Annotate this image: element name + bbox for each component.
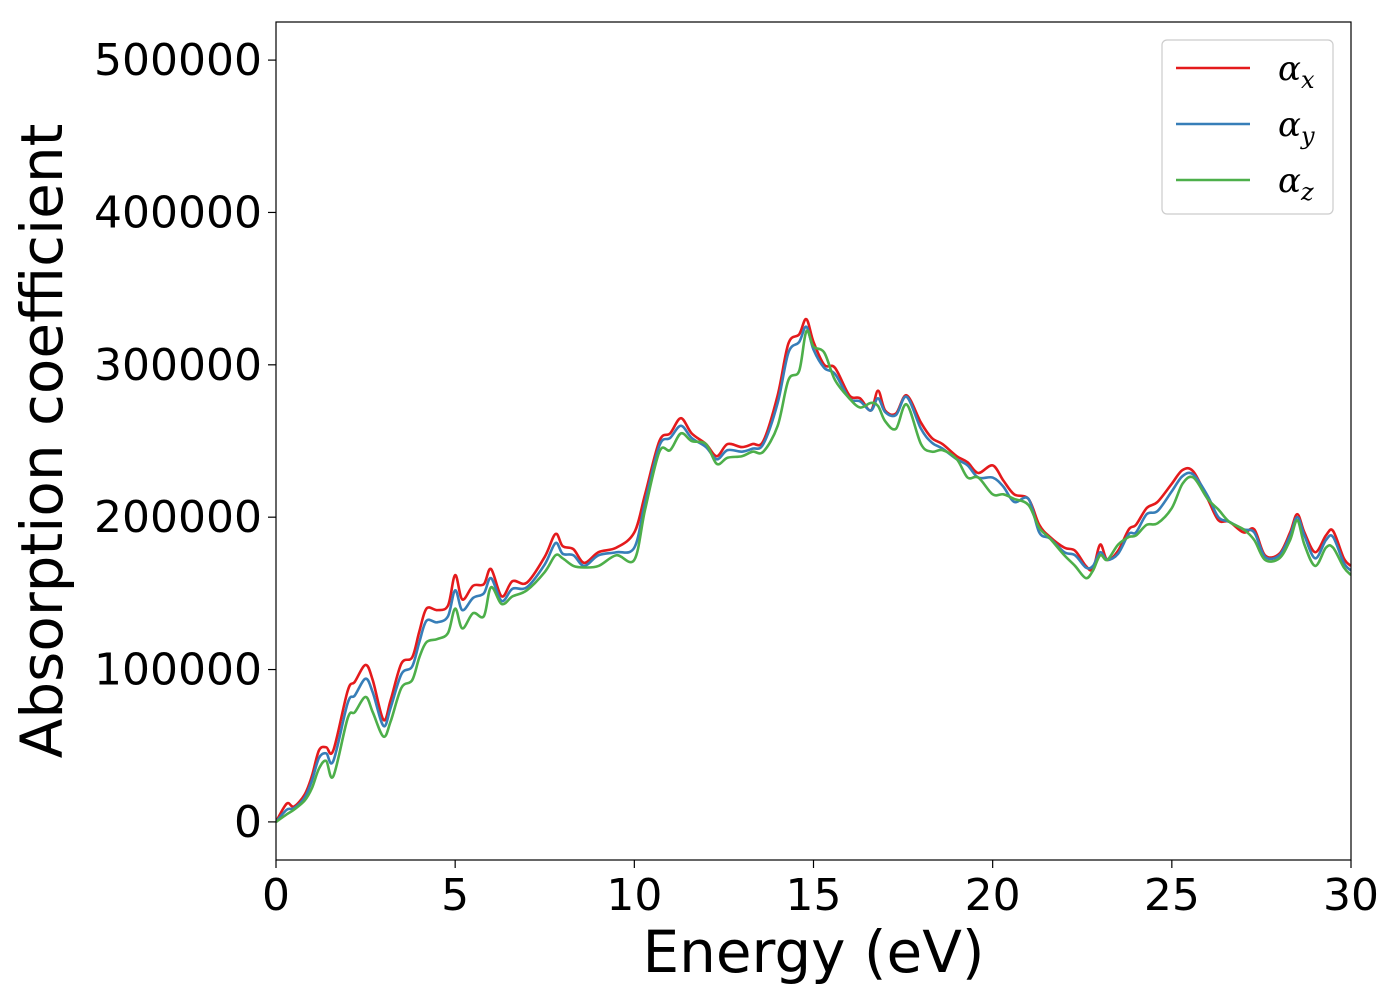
x-tick-label: 0 [262,870,290,921]
legend-label-symbol: α [1278,105,1301,145]
legend-label-subscript: y [1300,122,1315,150]
x-tick-label: 30 [1323,870,1379,921]
legend-frame [1161,39,1334,215]
x-tick-label: 10 [606,870,662,921]
legend-label-x: αx [1278,49,1315,94]
series-line-x [276,317,1351,823]
y-tick-label: 200000 [94,492,262,543]
y-tick-label: 300000 [94,340,262,391]
x-tick-label: 25 [1144,870,1200,921]
x-tick-label: 5 [441,870,469,921]
series-layer [276,317,1351,823]
y-tick-label: 0 [234,797,262,848]
x-tick-label: 15 [786,870,842,921]
legend-label-subscript: z [1300,178,1314,206]
y-axis: 0 100000 200000 300000 400000 500000 [94,35,276,848]
x-tick-label: 20 [965,870,1021,921]
y-tick-label: 400000 [94,187,262,238]
legend-label-z: αz [1278,161,1314,206]
series-line-y [276,325,1351,823]
legend-label-y: αy [1278,105,1315,150]
legend-label-subscript: x [1301,66,1315,94]
legend-label-symbol: α [1278,161,1301,201]
series-line-z [276,329,1351,823]
legend-label-symbol: α [1278,49,1301,89]
x-axis-title: Energy (eV) [642,918,984,986]
y-tick-label: 500000 [94,35,262,86]
y-tick-label: 100000 [94,645,262,696]
y-axis-title: Absorption coefficient [8,124,76,759]
x-axis: 0 5 10 15 20 25 30 [262,860,1379,921]
